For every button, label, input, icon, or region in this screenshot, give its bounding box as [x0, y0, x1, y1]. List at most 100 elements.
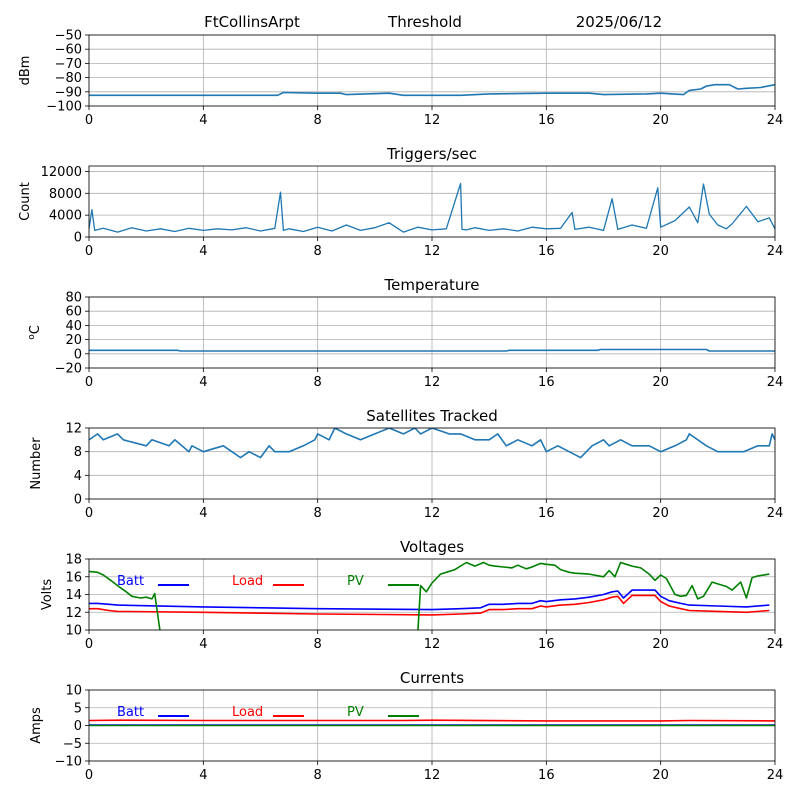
series-line-load: [89, 594, 770, 616]
x-tick-label: 8: [314, 637, 322, 652]
x-tick-label: 20: [652, 506, 669, 521]
chart-title: Currents: [400, 669, 464, 687]
panel-triggers: 0 4 8 12 16 20 24 0 4000 8000 12000 Triggers/sec Cou…: [18, 145, 783, 259]
series-line: [89, 428, 775, 459]
x-tick-label: 0: [85, 113, 93, 128]
chart-title: Voltages: [400, 538, 464, 556]
y-tick-label: 20: [65, 333, 82, 348]
y-axis-label: Amps: [29, 707, 44, 744]
y-axis-label: Number: [29, 437, 44, 490]
y-tick-label: 0: [74, 493, 82, 508]
header-station: FtCollinsArpt: [204, 13, 300, 31]
x-tick-label: 4: [199, 113, 207, 128]
y-tick-label: −5: [63, 737, 82, 752]
y-tick-label: −10: [55, 755, 82, 770]
x-tick-label: 8: [314, 244, 322, 259]
legend-label-pv: PV: [347, 574, 364, 589]
x-tick-label: 0: [85, 768, 93, 783]
x-tick-label: 8: [314, 768, 322, 783]
series-group: [89, 719, 775, 727]
x-tick-label: 12: [424, 637, 441, 652]
series-line: [89, 182, 775, 233]
y-tick-label: 8: [74, 445, 82, 460]
x-tick-label: 4: [199, 244, 207, 259]
header-mode: Threshold: [387, 13, 462, 31]
panel-threshold: 0 4 8 12 16 20 24 −100−90−80−70−60−50 dBm: [18, 29, 783, 129]
x-tick-label: 0: [85, 637, 93, 652]
x-tick-label: 12: [424, 768, 441, 783]
x-tick-label: 4: [199, 375, 207, 390]
series-group: [89, 83, 775, 97]
series-group: [89, 428, 775, 459]
x-tick-label: 12: [424, 113, 441, 128]
x-tick-label: 24: [767, 637, 784, 652]
series-group: [89, 182, 775, 233]
x-tick-label: 0: [85, 244, 93, 259]
series-line-load: [89, 719, 775, 722]
x-tick-label: 8: [314, 506, 322, 521]
x-tick-label: 16: [538, 768, 555, 783]
panel-voltages: 0 4 8 12 16 20 24 10 12 14 16 18 Voltages Volts Batt Lo…: [40, 538, 783, 652]
x-tick-label: 16: [538, 506, 555, 521]
x-tick-label: 20: [652, 375, 669, 390]
x-tick-label: 12: [424, 244, 441, 259]
x-tick-label: 0: [85, 375, 93, 390]
legend-label-load: Load: [232, 705, 263, 720]
y-tick-label: −60: [55, 43, 82, 58]
x-tick-label: 12: [424, 375, 441, 390]
x-tick-label: 20: [652, 637, 669, 652]
y-tick-label: 12: [65, 606, 82, 621]
x-tick-label: 24: [767, 113, 784, 128]
x-tick-label: 4: [199, 768, 207, 783]
series-line: [89, 83, 775, 97]
series-line: [89, 348, 775, 352]
y-tick-label: 10: [65, 624, 82, 639]
legend-label-batt: Batt: [117, 574, 144, 589]
y-tick-label: −50: [55, 29, 82, 44]
y-tick-label: −70: [55, 57, 82, 72]
x-tick-label: 12: [424, 506, 441, 521]
series-line-pv: [89, 561, 770, 630]
y-tick-label: 14: [65, 588, 82, 603]
header-date: 2025/06/12: [576, 13, 662, 31]
y-tick-label: 18: [65, 553, 82, 568]
chart-title: Temperature: [383, 276, 479, 294]
y-tick-label: −80: [55, 71, 82, 86]
panel-satellites: 0 4 8 12 16 20 24 0 4 8 12 Satellites Tracked Number: [29, 407, 783, 521]
y-tick-label: 60: [65, 305, 82, 320]
y-tick-label: 80: [65, 291, 82, 306]
chart-title: Satellites Tracked: [366, 407, 497, 425]
series-line-batt: [89, 589, 770, 611]
y-tick-label: 0: [74, 231, 82, 246]
x-tick-label: 16: [538, 244, 555, 259]
x-tick-label: 20: [652, 244, 669, 259]
y-tick-label: 10: [65, 684, 82, 699]
series-group: [89, 561, 770, 630]
legend-label-load: Load: [232, 574, 263, 589]
legend-label-batt: Batt: [117, 705, 144, 720]
x-tick-label: 8: [314, 113, 322, 128]
x-tick-label: 20: [652, 113, 669, 128]
y-axis-label: Volts: [40, 579, 55, 611]
x-tick-label: 20: [652, 768, 669, 783]
x-tick-label: 16: [538, 637, 555, 652]
x-tick-label: 24: [767, 768, 784, 783]
x-tick-label: 24: [767, 375, 784, 390]
y-tick-label: 40: [65, 319, 82, 334]
y-axis-label: dBm: [18, 56, 33, 86]
y-tick-label: 16: [65, 570, 82, 585]
series-group: [89, 348, 775, 352]
x-tick-label: 16: [538, 375, 555, 390]
y-tick-label: 4: [74, 469, 82, 484]
degree-superscript: o: [27, 334, 37, 340]
y-tick-label: 12: [65, 422, 82, 437]
y-tick-label: −20: [55, 362, 82, 377]
x-tick-label: 0: [85, 506, 93, 521]
y-tick-label: 5: [74, 701, 82, 716]
y-axis-label: oC: [27, 325, 43, 340]
x-tick-label: 4: [199, 506, 207, 521]
y-tick-label: 8000: [49, 187, 82, 202]
x-tick-label: 24: [767, 244, 784, 259]
x-tick-label: 24: [767, 506, 784, 521]
